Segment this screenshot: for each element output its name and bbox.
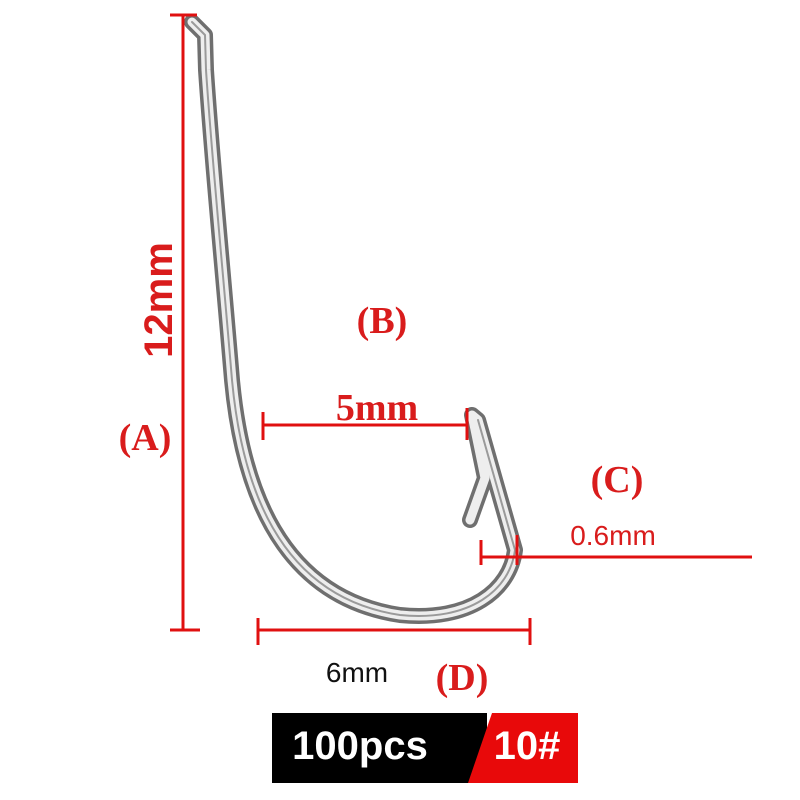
badge-quantity: 100pcs [292, 724, 428, 768]
d-size: 6mm [326, 657, 388, 688]
b-size: 5mm [336, 387, 418, 429]
c-label: (C) [591, 459, 644, 501]
d-label: (D) [436, 657, 489, 699]
c-size: 0.6mm [570, 520, 656, 551]
badge-size: 10# [494, 724, 561, 768]
badge: 100pcs 10# [272, 713, 578, 783]
a-label: (A) [119, 417, 172, 459]
dimension-lines [170, 13, 752, 645]
b-label: (B) [357, 300, 408, 342]
badge-left [272, 713, 487, 783]
badge-right [468, 713, 578, 783]
hook [184, 14, 523, 624]
a-size: 12mm [137, 242, 181, 358]
